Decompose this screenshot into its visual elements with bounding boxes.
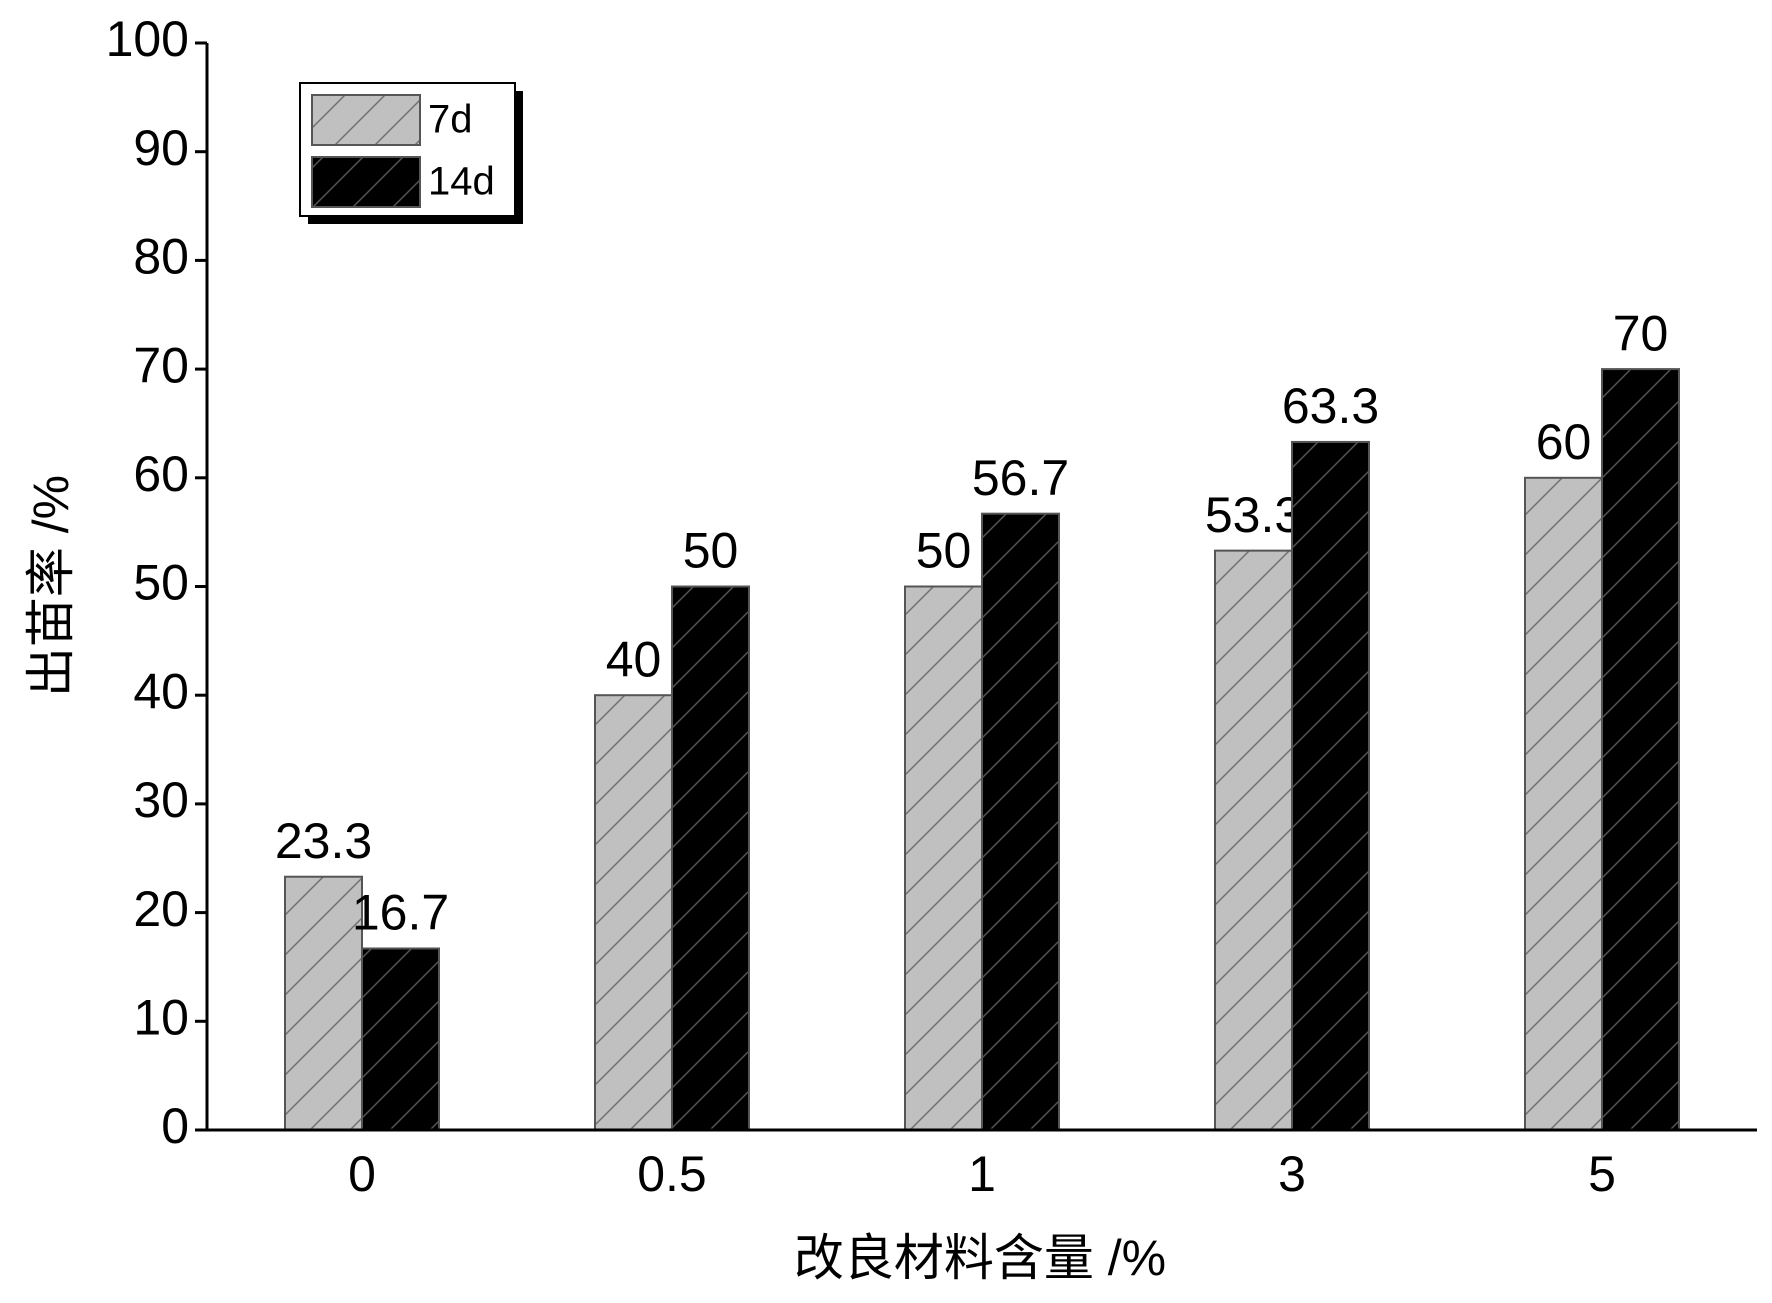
bar [1291, 440, 1370, 1131]
x-tick-label: 0 [348, 1146, 376, 1202]
bar [904, 585, 983, 1131]
legend-swatch [311, 94, 421, 146]
y-tick-label: 40 [133, 663, 189, 719]
value-label: 63.3 [1282, 378, 1379, 434]
bar [284, 875, 363, 1131]
y-tick-label: 100 [106, 11, 189, 67]
x-tick-label: 1 [968, 1146, 996, 1202]
value-label: 70 [1613, 305, 1669, 361]
value-label: 53.3 [1205, 487, 1302, 543]
bar [1524, 476, 1603, 1131]
y-tick-label: 70 [133, 337, 189, 393]
y-tick-label: 80 [133, 229, 189, 285]
bar [671, 585, 750, 1131]
bar [981, 512, 1060, 1131]
y-tick-label: 50 [133, 555, 189, 611]
x-tick-label: 5 [1588, 1146, 1616, 1202]
legend-label: 14d [428, 160, 495, 204]
bar [594, 694, 673, 1131]
y-tick-label: 60 [133, 446, 189, 502]
value-label: 40 [606, 631, 662, 687]
x-tick-label: 0.5 [637, 1146, 707, 1202]
bar [1214, 549, 1293, 1131]
legend-swatch [311, 156, 421, 208]
y-tick-label: 30 [133, 772, 189, 828]
value-label: 56.7 [972, 450, 1069, 506]
value-label: 50 [916, 523, 972, 579]
y-tick-label: 0 [161, 1098, 189, 1154]
bar [1601, 368, 1680, 1132]
bar [361, 947, 440, 1132]
x-axis-label: 改良材料含量 /% [794, 1230, 1166, 1286]
x-tick-label: 3 [1278, 1146, 1306, 1202]
value-label: 60 [1536, 414, 1592, 470]
value-label: 16.7 [352, 885, 449, 941]
value-label: 23.3 [275, 813, 372, 869]
y-axis-label: 出苗率 /% [23, 475, 79, 697]
y-tick-label: 90 [133, 120, 189, 176]
y-tick-label: 20 [133, 881, 189, 937]
y-tick-label: 10 [133, 990, 189, 1046]
legend-label: 7d [428, 98, 473, 142]
value-label: 50 [683, 523, 739, 579]
